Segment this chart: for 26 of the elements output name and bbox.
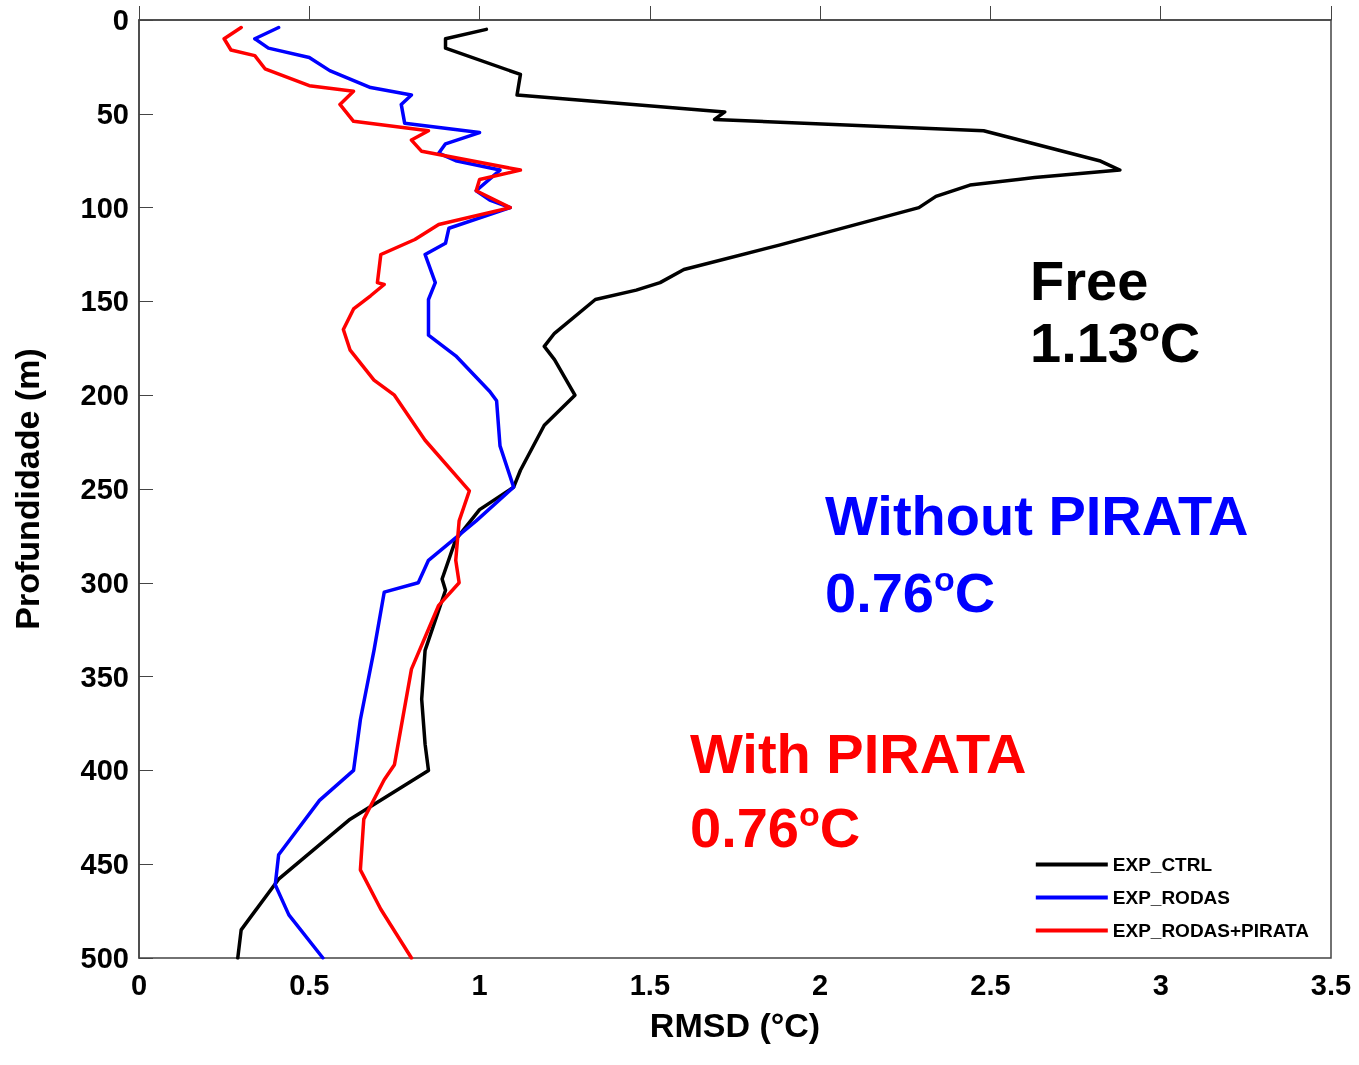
legend-label: EXP_RODAS [1112,887,1231,908]
x-tick-label: 3 [1152,968,1169,1001]
annotation: Free [1030,248,1149,312]
x-tick-label: 2.5 [970,968,1011,1001]
y-tick-label: 500 [80,942,129,974]
x-tick-label: 1.5 [629,968,671,1001]
annotation: With PIRATA [690,721,1027,785]
y-tick-label: 0 [112,4,129,36]
y-tick-label: 50 [96,97,129,130]
annotation: Without PIRATA [825,483,1249,547]
y-tick-label: 100 [80,191,129,224]
y-tick-label: 350 [80,660,129,693]
y-tick-label: 150 [80,285,129,318]
x-tick-label: 0.5 [289,968,330,1001]
y-tick-label: 450 [80,848,129,881]
x-tick-label: 3.5 [1310,968,1352,1001]
x-tick-label: 1 [471,968,488,1001]
y-tick-label: 250 [80,473,129,505]
legend-label: EXP_RODAS+PIRATA [1112,920,1310,941]
x-tick-label: 2 [812,968,829,1001]
legend-label: EXP_CTRL [1112,854,1213,875]
y-tick-label: 200 [80,379,129,412]
x-axis-title: RMSD (°C) [649,1006,821,1044]
y-axis-title: Profundidade (m) [8,348,46,630]
y-tick-label: 400 [80,754,129,787]
y-tick-label: 300 [80,566,129,599]
